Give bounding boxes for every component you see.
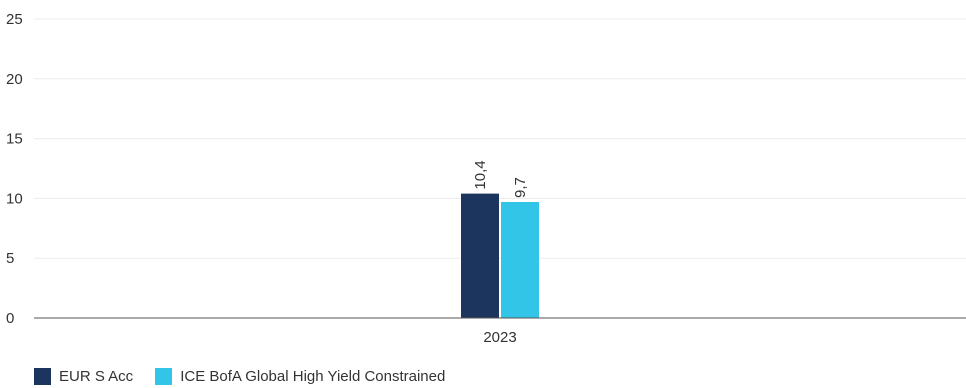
y-tick-label: 10 — [6, 190, 23, 207]
legend: EUR S Acc ICE BofA Global High Yield Con… — [34, 368, 445, 385]
y-tick-label: 20 — [6, 71, 23, 88]
y-tick-label: 15 — [6, 131, 23, 148]
y-tick-label: 5 — [6, 250, 14, 267]
legend-label-series-1: EUR S Acc — [59, 368, 134, 385]
legend-item-series-2: ICE BofA Global High Yield Constrained — [155, 368, 445, 385]
legend-item-series-1: EUR S Acc — [34, 368, 133, 385]
y-tick-label: 0 — [6, 310, 14, 327]
x-tick-label: 2023 — [483, 329, 516, 346]
bars: 10,4 9,7 — [461, 160, 539, 318]
data-label-1: 10,4 — [472, 160, 489, 189]
y-tick-label: 25 — [6, 11, 23, 28]
legend-label-series-2: ICE BofA Global High Yield Constrained — [180, 368, 446, 385]
bar-2 — [501, 201, 539, 318]
data-label-2: 9,7 — [512, 177, 529, 198]
bar-chart: 0 5 10 15 20 25 10,4 9,7 2023 — [6, 11, 966, 346]
x-axis: 2023 — [34, 317, 966, 346]
legend-swatch-series-2 — [155, 368, 173, 385]
y-axis: 0 5 10 15 20 25 — [6, 11, 23, 327]
gridlines — [34, 18, 966, 259]
legend-swatch-series-1 — [34, 368, 51, 385]
bar-1 — [461, 193, 499, 318]
